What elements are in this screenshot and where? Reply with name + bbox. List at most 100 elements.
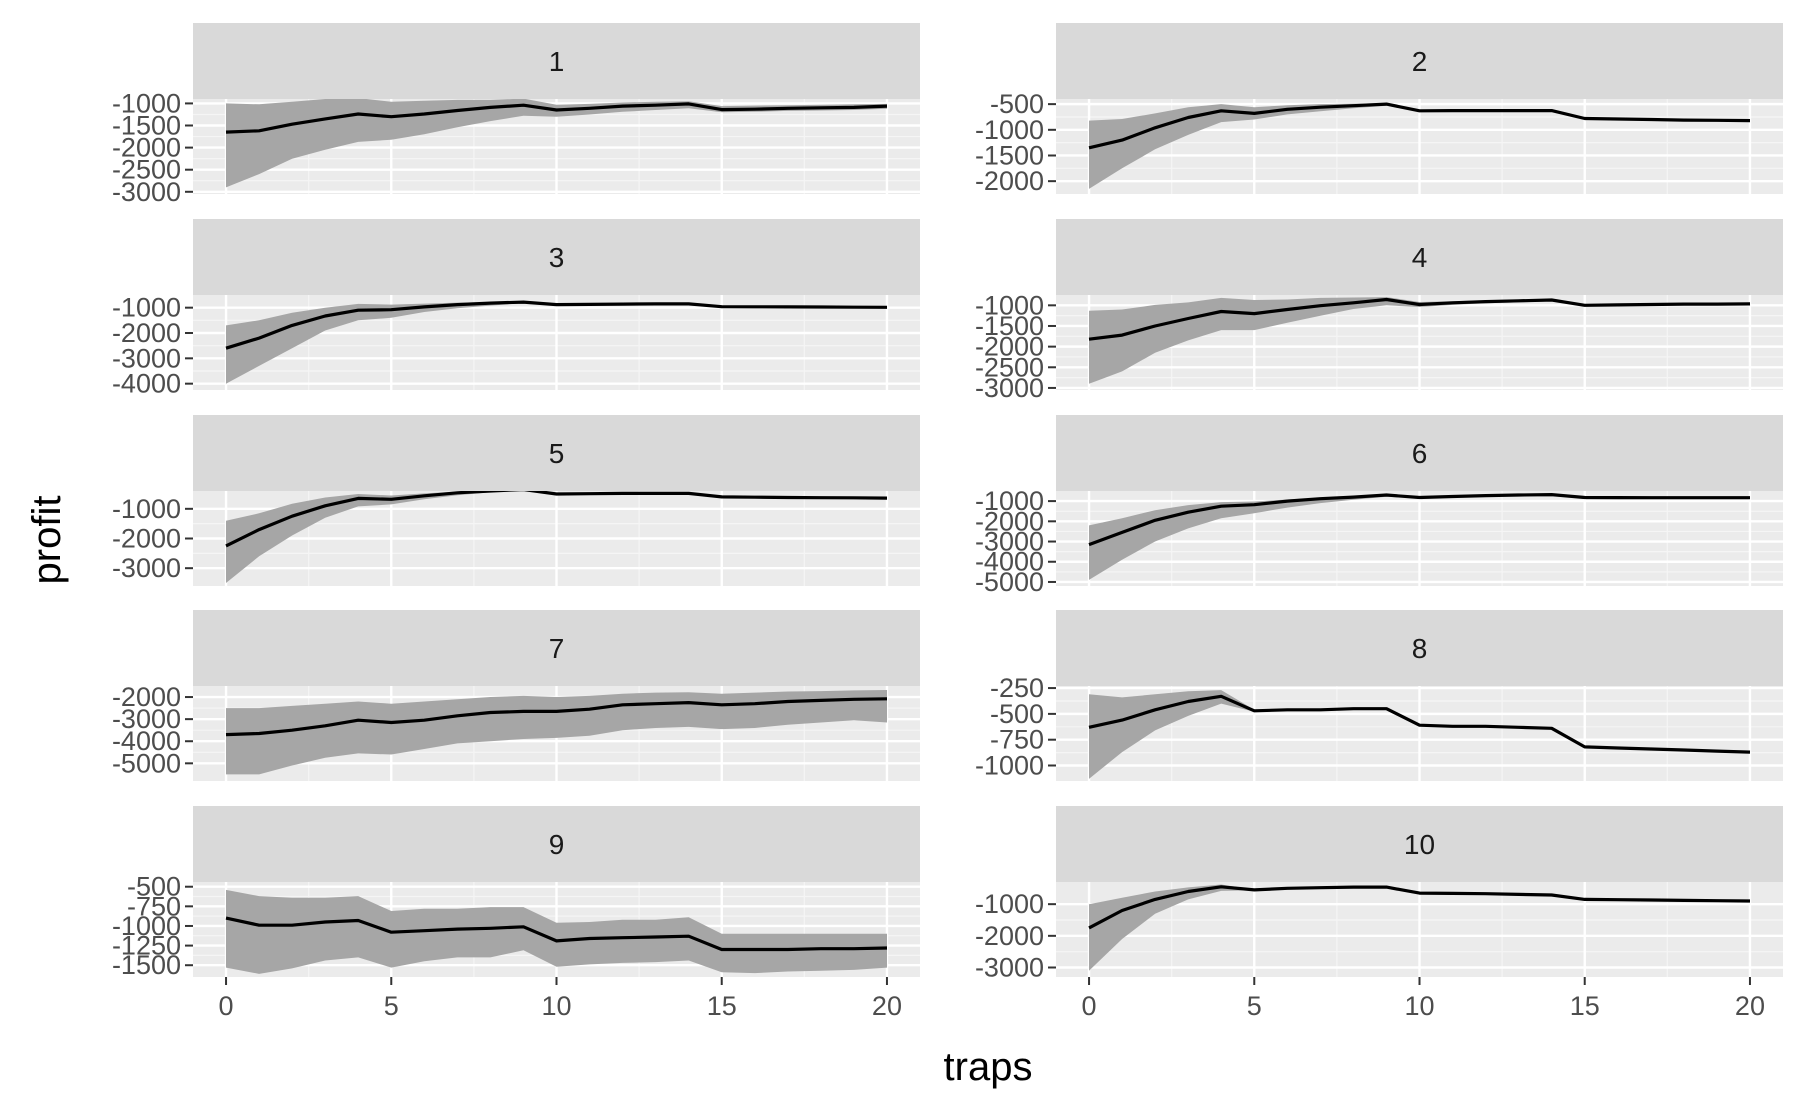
facet-strip-label: 9 — [549, 829, 565, 860]
y-tick-label: -2000 — [112, 318, 181, 348]
y-tick-label: -1000 — [112, 88, 181, 118]
y-axis-title: profit — [25, 496, 69, 585]
panel-plot-area — [1056, 882, 1783, 977]
y-tick-label: -3000 — [112, 177, 181, 207]
confidence-ribbon — [1089, 690, 1750, 779]
y-tick-label: -750 — [127, 891, 181, 921]
panel-plot-area — [1056, 99, 1783, 194]
y-tick-label: -3000 — [112, 704, 181, 734]
y-tick-label: -4000 — [975, 547, 1044, 577]
facet-strip — [193, 415, 920, 491]
y-tick-label: -1000 — [975, 486, 1044, 516]
mean-profit-line — [1088, 297, 1751, 341]
facet-strip-label: 5 — [549, 438, 565, 469]
facet-strip — [193, 610, 920, 686]
y-tick-label: -1500 — [112, 111, 181, 141]
facet-strip — [1056, 610, 1783, 686]
mean-profit-line — [1088, 102, 1751, 150]
y-tick-label: -4000 — [112, 726, 181, 756]
mean-profit-line — [1088, 493, 1750, 547]
panel-plot-area — [193, 491, 920, 586]
y-tick-label: -3000 — [112, 553, 181, 583]
y-tick-label: -500 — [990, 89, 1044, 119]
mean-profit-line — [225, 300, 888, 350]
x-tick-label: 15 — [707, 991, 737, 1021]
facet-strip-label: 4 — [1412, 242, 1428, 273]
y-tick-label: -750 — [990, 725, 1044, 755]
panel-plot-area — [193, 295, 920, 390]
y-tick-label: -1500 — [975, 140, 1044, 170]
facet-panel-10: 10 -1000-2000-3000 0 5 10 15 20 — [975, 806, 1783, 1021]
confidence-ribbon — [226, 889, 887, 974]
y-tick-label: -3000 — [975, 527, 1044, 557]
x-axis-title: traps — [944, 1045, 1033, 1089]
facet-strip — [193, 806, 920, 882]
mean-profit-line — [225, 491, 888, 548]
y-tick-label: -3000 — [112, 343, 181, 373]
mean-profit-line — [225, 697, 888, 737]
confidence-ribbon — [226, 99, 887, 188]
x-tick-label: 5 — [1247, 991, 1262, 1021]
y-tick-label: -4000 — [112, 369, 181, 399]
facet-panel-3: 3 -1000-2000-3000-4000 — [112, 219, 920, 399]
x-tick-label: 20 — [872, 991, 902, 1021]
facet-panel-8: 8 -250-500-750-1000 — [975, 610, 1783, 781]
y-tick-label: -3000 — [975, 373, 1044, 403]
x-tick-label: 15 — [1570, 991, 1600, 1021]
panel-plot-area — [1056, 295, 1783, 390]
facet-panel-9: 9 -500-750-1000-1250-1500 0 5 10 15 20 — [112, 806, 920, 1021]
panel-plot-area — [1056, 686, 1783, 781]
facet-panel-1: 1 -1000-1500-2000-2500-3000 — [112, 23, 920, 207]
facet-strip — [193, 23, 920, 99]
facet-strip-label: 7 — [549, 633, 565, 664]
mean-profit-line — [225, 916, 888, 952]
x-tick-label: 5 — [384, 991, 399, 1021]
y-tick-label: -2000 — [975, 921, 1044, 951]
panel-plot-area — [1056, 491, 1783, 586]
facet-strip-label: 6 — [1412, 438, 1428, 469]
y-tick-label: -2000 — [975, 166, 1044, 196]
x-tick-label: 0 — [1082, 991, 1097, 1021]
y-tick-label: -2000 — [112, 524, 181, 554]
y-tick-label: -1500 — [112, 950, 181, 980]
facet-panel-4: 4 -1000-1500-2000-2500-3000 — [975, 219, 1783, 403]
mean-profit-line — [225, 102, 888, 134]
confidence-ribbon — [1089, 297, 1750, 384]
y-tick-label: -1250 — [112, 931, 181, 961]
facet-panel-7: 7 -2000-3000-4000-5000 — [112, 610, 920, 781]
facet-panel-6: 6 -1000-2000-3000-4000-5000 — [975, 415, 1783, 597]
facet-strip-label: 10 — [1404, 829, 1435, 860]
y-tick-label: -1000 — [975, 751, 1044, 781]
x-tick-label: 10 — [541, 991, 571, 1021]
y-tick-label: -1000 — [975, 115, 1044, 145]
y-tick-label: -1000 — [975, 889, 1044, 919]
facet-strip-label: 1 — [549, 46, 565, 77]
y-tick-label: -2500 — [112, 155, 181, 185]
facet-strip — [193, 219, 920, 295]
y-tick-label: -5000 — [112, 748, 181, 778]
facet-strip-label: 8 — [1412, 633, 1428, 664]
y-tick-label: -1000 — [112, 911, 181, 941]
panel-plot-area — [193, 882, 920, 977]
facet-strip — [1056, 806, 1783, 882]
panel-plot-area — [193, 686, 920, 781]
y-tick-label: -2000 — [112, 682, 181, 712]
mean-profit-line — [1088, 694, 1751, 754]
y-tick-label: -2000 — [112, 133, 181, 163]
facet-strip — [1056, 23, 1783, 99]
confidence-ribbon — [226, 690, 887, 775]
facet-strip — [1056, 415, 1783, 491]
facet-panels: 1-1000-1500-2000-2500-30002-500-1000-150… — [112, 23, 1783, 1021]
y-tick-label: -250 — [990, 673, 1044, 703]
confidence-ribbon — [1089, 884, 1750, 971]
y-tick-label: -1000 — [112, 293, 181, 323]
y-tick-label: -500 — [990, 699, 1044, 729]
facet-panel-2: 2 -500-1000-1500-2000 — [975, 23, 1783, 196]
y-tick-label: -2000 — [975, 506, 1044, 536]
x-tick-label: 10 — [1404, 991, 1434, 1021]
facet-strip-label: 2 — [1412, 46, 1428, 77]
y-tick-label: -3000 — [975, 953, 1044, 983]
y-tick-label: -2500 — [975, 352, 1044, 382]
x-tick-label: 20 — [1735, 991, 1765, 1021]
